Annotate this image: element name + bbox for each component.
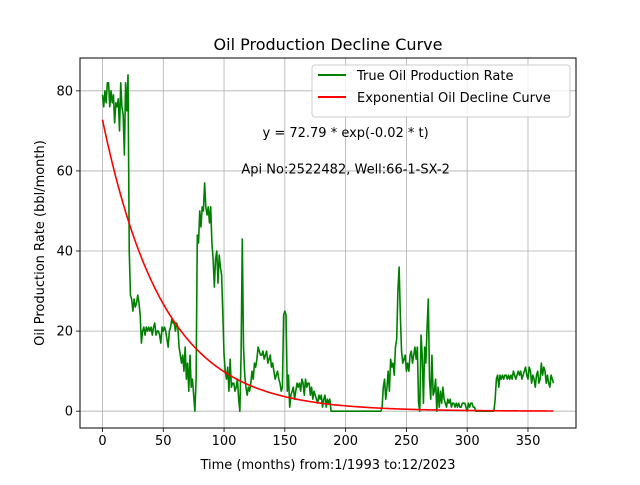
plot-area [80,58,576,428]
legend-label-exponential-curve: Exponential Oil Decline Curve [357,91,551,106]
plot-frame [79,57,577,429]
annotation-1: Api No:2522482, Well:66-1-SX-2 [241,162,449,177]
x-axis-label: Time (months) from:1/1993 to:12/2023 [199,458,455,473]
x-tick-label: 300 [455,434,480,449]
series-exponential-oil-decline-curve [101,119,554,412]
series-true-oil-production-rate [101,74,555,412]
annotations: y = 72.79 * exp(-0.02 * t) Api No:2522482… [241,126,449,177]
legend-label-true-production: True Oil Production Rate [356,69,513,84]
y-axis-label: Oil Production Rate (bbl/month) [33,140,48,346]
y-tick-label: 20 [56,325,73,340]
x-tick-label: 0 [98,434,106,449]
legend: True Oil Production Rate Exponential Oil… [311,64,571,118]
grid [80,58,576,428]
annotation-0: y = 72.79 * exp(-0.02 * t) [263,126,429,141]
x-tick-label: 250 [394,434,419,449]
series-layer [101,74,555,412]
x-tick-label: 100 [212,434,237,449]
x-tick-label: 50 [155,434,172,449]
y-tick-label: 0 [65,405,73,420]
ticks: 0 50 100 150 200 250 300 350 0 20 40 60 80 [56,84,540,449]
y-tick-label: 80 [56,84,73,99]
x-tick-label: 350 [516,434,541,449]
y-tick-label: 40 [56,245,73,260]
legend-box [311,64,571,118]
x-tick-label: 150 [272,434,297,449]
y-tick-label: 60 [56,164,73,179]
chart-title: Oil Production Decline Curve [214,35,443,54]
x-tick-label: 200 [333,434,358,449]
